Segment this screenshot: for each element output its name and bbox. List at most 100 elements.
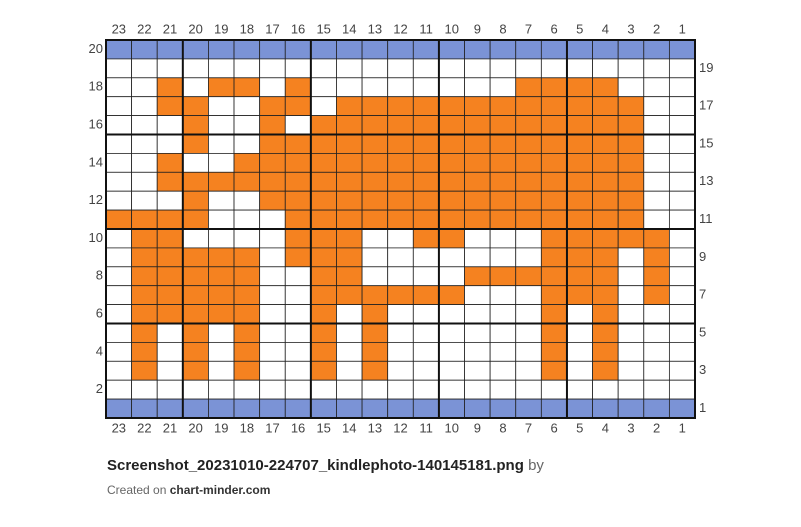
stitch-cell (592, 379, 619, 400)
stitch-cell (412, 304, 440, 324)
stitch-cell (105, 96, 133, 116)
stitch-cell (361, 228, 389, 249)
stitch-cell (233, 58, 261, 79)
stitch-cell (284, 379, 312, 400)
stitch-cell (515, 77, 542, 98)
stitch-cell (336, 58, 363, 79)
stitch-cell (438, 171, 465, 192)
stitch-cell (438, 96, 465, 116)
stitch-cell (617, 39, 645, 60)
stitch-cell (464, 398, 491, 419)
stitch-cell (540, 190, 568, 211)
column-label: 1 (679, 420, 686, 435)
stitch-cell (515, 115, 542, 135)
stitch-cell (464, 360, 491, 381)
stitch-cell (464, 379, 491, 400)
stitch-cell (387, 341, 414, 362)
row-label: 17 (699, 98, 713, 113)
stitch-cell (540, 398, 568, 419)
stitch-cell (412, 398, 440, 419)
stitch-cell (182, 39, 209, 60)
stitch-cell (105, 171, 133, 192)
stitch-cell (182, 304, 209, 324)
stitch-cell (310, 58, 337, 79)
stitch-cell (156, 266, 184, 287)
stitch-cell (131, 39, 158, 60)
stitch-cell (668, 115, 696, 135)
column-label: 9 (474, 21, 481, 36)
stitch-cell (284, 96, 312, 116)
column-label: 18 (240, 21, 254, 36)
stitch-cell (131, 115, 158, 135)
stitch-cell (515, 209, 542, 230)
stitch-cell (259, 266, 286, 287)
stitch-cell (566, 134, 593, 154)
column-label: 3 (627, 420, 634, 435)
stitch-cell (566, 285, 593, 306)
stitch-cell (592, 266, 619, 287)
stitch-cell (156, 285, 184, 306)
stitch-cell (387, 77, 414, 98)
stitch-cell (489, 323, 517, 343)
stitch-cell (668, 77, 696, 98)
stitch-cell (643, 228, 670, 249)
site-link[interactable]: chart-minder.com (170, 483, 271, 497)
column-label: 8 (499, 21, 506, 36)
stitch-cell (310, 171, 337, 192)
stitch-cell (592, 247, 619, 268)
column-label: 11 (419, 21, 433, 36)
stitch-cell (336, 115, 363, 135)
stitch-cell (233, 341, 261, 362)
stitch-cell (361, 134, 389, 154)
stitch-cell (438, 39, 465, 60)
stitch-cell (182, 379, 209, 400)
stitch-cell (489, 379, 517, 400)
stitch-cell (489, 341, 517, 362)
stitch-cell (284, 209, 312, 230)
stitch-cell (284, 228, 312, 249)
stitch-cell (259, 58, 286, 79)
stitch-cell (361, 360, 389, 381)
row-label: 10 (89, 230, 103, 245)
stitch-cell (259, 341, 286, 362)
stitch-cell (643, 379, 670, 400)
stitch-cell (438, 58, 465, 79)
stitch-cell (156, 323, 184, 343)
stitch-cell (208, 285, 235, 306)
stitch-cell (233, 96, 261, 116)
stitch-cell (464, 266, 491, 287)
column-label: 7 (525, 21, 532, 36)
stitch-cell (438, 152, 465, 173)
stitch-cell (617, 58, 645, 79)
stitch-cell (668, 171, 696, 192)
stitch-cell (105, 134, 133, 154)
stitch-cell (438, 398, 465, 419)
stitch-cell (284, 341, 312, 362)
stitch-cell (105, 285, 133, 306)
stitch-cell (464, 58, 491, 79)
stitch-cell (131, 360, 158, 381)
column-label: 14 (342, 420, 356, 435)
column-label: 22 (137, 21, 151, 36)
stitch-cell (336, 152, 363, 173)
stitch-cell (233, 77, 261, 98)
stitch-cell (515, 96, 542, 116)
stitch-cell (643, 266, 670, 287)
stitch-cell (464, 115, 491, 135)
stitch-cell (438, 190, 465, 211)
stitch-cell (233, 323, 261, 343)
stitch-cell (464, 96, 491, 116)
column-label: 13 (368, 21, 382, 36)
stitch-cell (336, 228, 363, 249)
stitch-cell (643, 341, 670, 362)
stitch-cell (156, 341, 184, 362)
stitch-cell (412, 360, 440, 381)
stitch-cell (617, 228, 645, 249)
row-label: 3 (699, 362, 706, 377)
stitch-cell (489, 171, 517, 192)
stitch-cell (540, 266, 568, 287)
stitch-cell (310, 323, 337, 343)
stitch-cell (336, 134, 363, 154)
stitch-cell (412, 39, 440, 60)
stitch-cell (617, 398, 645, 419)
